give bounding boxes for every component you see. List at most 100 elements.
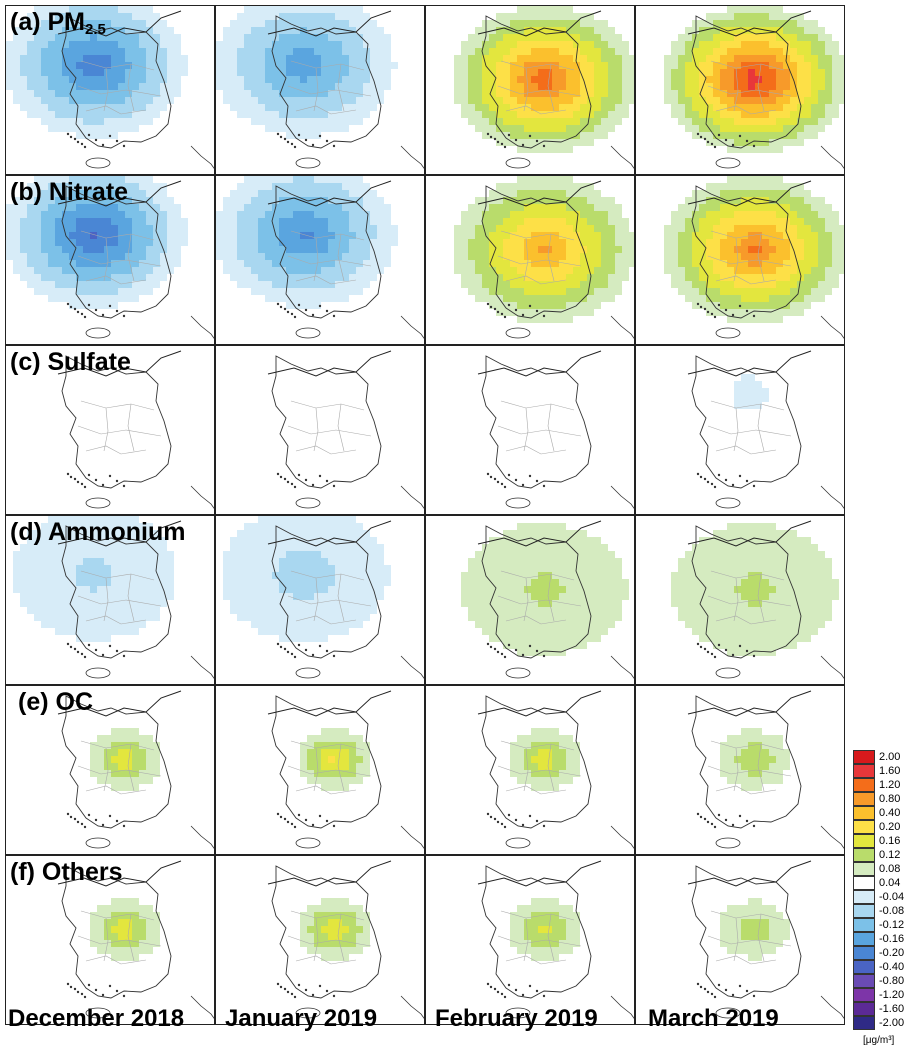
field-cell (594, 20, 601, 27)
field-cell (587, 125, 594, 132)
field-cell (125, 218, 132, 225)
field-cell (20, 211, 27, 218)
field-cell (377, 225, 384, 232)
field-cell (545, 302, 552, 309)
field-cell (706, 62, 713, 69)
field-cell (272, 69, 279, 76)
map-panel-a-3 (425, 5, 635, 175)
field-cell (818, 232, 825, 239)
field-cell (293, 572, 300, 579)
field-cell (552, 225, 559, 232)
field-cell (678, 565, 685, 572)
field-cell (41, 281, 48, 288)
field-cell (531, 146, 538, 153)
field-cell (580, 288, 587, 295)
field-cell (223, 593, 230, 600)
field-cell (293, 197, 300, 204)
field-cell (608, 97, 615, 104)
field-cell (608, 253, 615, 260)
field-cell (48, 558, 55, 565)
field-cell (293, 190, 300, 197)
field-cell (237, 558, 244, 565)
field-cell (230, 62, 237, 69)
field-cell (762, 62, 769, 69)
field-cell (769, 246, 776, 253)
field-cell (55, 579, 62, 586)
field-cell (825, 218, 832, 225)
field-cell (139, 523, 146, 530)
field-cell (622, 246, 629, 253)
field-cell (104, 41, 111, 48)
field-cell (55, 55, 62, 62)
field-cell (601, 97, 608, 104)
field-cell (510, 572, 517, 579)
island (283, 647, 287, 651)
field-cell (34, 62, 41, 69)
field-cell (482, 295, 489, 302)
field-cell (468, 565, 475, 572)
field-cell (279, 586, 286, 593)
field-cell (293, 118, 300, 125)
field-cell (489, 55, 496, 62)
field-cell (762, 90, 769, 97)
field-cell (755, 97, 762, 104)
field-cell (41, 6, 48, 13)
field-cell (272, 253, 279, 260)
field-cell (762, 183, 769, 190)
field-cell (832, 55, 839, 62)
field-cell (832, 104, 839, 111)
field-cell (559, 132, 566, 139)
field-cell (251, 239, 258, 246)
field-cell (559, 218, 566, 225)
field-cell (300, 41, 307, 48)
field-cell (97, 246, 104, 253)
field-cell (20, 225, 27, 232)
field-cell (356, 544, 363, 551)
field-cell (146, 97, 153, 104)
field-cell (608, 288, 615, 295)
field-cell (468, 239, 475, 246)
field-cell (370, 41, 377, 48)
field-cell (769, 118, 776, 125)
island (699, 475, 703, 479)
field-cell (97, 13, 104, 20)
field-cell (34, 13, 41, 20)
field-cell (755, 381, 762, 388)
field-cell (104, 551, 111, 558)
field-cell (559, 197, 566, 204)
field-cell (111, 523, 118, 530)
field-cell (167, 48, 174, 55)
field-cell (748, 544, 755, 551)
field-cell (748, 104, 755, 111)
field-cell (286, 69, 293, 76)
field-cell (223, 90, 230, 97)
field-cell (720, 211, 727, 218)
field-cell (279, 211, 286, 218)
field-cell (678, 76, 685, 83)
field-cell (118, 586, 125, 593)
field-cell (314, 48, 321, 55)
field-cell (160, 83, 167, 90)
field-cell (510, 614, 517, 621)
field-cell (356, 204, 363, 211)
field-cell (790, 190, 797, 197)
field-cell (671, 253, 678, 260)
field-cell (566, 537, 573, 544)
field-cell (6, 218, 13, 225)
field-cell (370, 69, 377, 76)
row-label-text: (c) Sulfate (10, 348, 131, 376)
field-cell (272, 83, 279, 90)
field-cell (251, 197, 258, 204)
field-cell (237, 232, 244, 239)
field-cell (769, 190, 776, 197)
field-cell (125, 176, 132, 183)
field-cell (524, 281, 531, 288)
field-cell (237, 281, 244, 288)
field-cell (230, 558, 237, 565)
field-cell (594, 607, 601, 614)
field-cell (573, 600, 580, 607)
field-cell (524, 551, 531, 558)
field-cell (370, 600, 377, 607)
field-cell (104, 204, 111, 211)
field-cell (293, 621, 300, 628)
